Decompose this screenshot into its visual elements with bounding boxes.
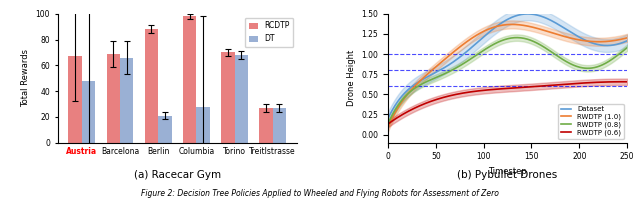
Dataset [385,116,392,118]
RWDTP (1.0) [508,23,516,26]
RWDTP (1.0) [602,40,609,43]
RWDTP (0.8) [527,39,535,42]
Line: RWDTP (1.0): RWDTP (1.0) [388,24,627,128]
RWDTP (0.6) [618,81,626,83]
RWDTP (0.6) [531,85,538,88]
Bar [273,108,286,143]
RWDTP (1.0) [623,37,631,39]
RWDTP (1.0) [527,26,534,28]
RWDTP (0.8) [527,39,534,41]
Legend: Dataset, RWDTP (1.0), RWDTP (0.8), RWDTP (0.6): Dataset, RWDTP (1.0), RWDTP (0.8), RWDTP… [558,104,624,139]
Y-axis label: Drone Height: Drone Height [347,50,356,106]
Bar [259,108,273,143]
Legend: RCDTP, DT: RCDTP, DT [245,18,293,47]
RWDTP (0.8) [385,121,392,124]
Bar [145,29,158,143]
RWDTP (0.6) [623,81,631,83]
RWDTP (0.6) [385,122,392,125]
Dataset [602,44,609,47]
Line: Dataset: Dataset [388,14,627,119]
RWDTP (1.0) [527,26,535,28]
Bar [234,55,248,143]
RWDTP (1.0) [586,40,594,43]
RWDTP (0.6) [525,86,533,88]
Dataset [384,117,392,120]
Text: (b) Pybullet Drones: (b) Pybullet Drones [458,170,557,180]
RWDTP (1.0) [531,27,539,29]
Line: RWDTP (0.8): RWDTP (0.8) [388,38,627,124]
Dataset [586,41,594,44]
Bar [183,16,196,143]
RWDTP (0.8) [623,47,631,49]
RWDTP (0.8) [513,36,520,39]
RWDTP (0.8) [586,67,594,69]
Bar [120,58,133,143]
RWDTP (0.6) [601,81,609,83]
Y-axis label: Total Rewards: Total Rewards [21,49,30,107]
Dataset [524,13,532,15]
Bar [221,52,234,143]
RWDTP (0.6) [384,123,392,125]
RWDTP (1.0) [385,125,392,127]
Dataset [527,13,535,15]
Bar [68,56,82,143]
RWDTP (1.0) [384,126,392,129]
Bar [107,54,120,143]
Text: Figure 2: Decision Tree Policies Applied to Wheeled and Flying Robots for Assess: Figure 2: Decision Tree Policies Applied… [141,189,499,198]
Bar [196,107,210,143]
Text: (a) Racecar Gym: (a) Racecar Gym [134,170,221,180]
Dataset [531,13,539,16]
RWDTP (0.6) [527,86,534,88]
X-axis label: Timestep: Timestep [488,167,527,176]
Dataset [527,13,534,15]
RWDTP (0.6) [586,81,593,84]
Line: RWDTP (0.6): RWDTP (0.6) [388,82,627,124]
Dataset [623,40,631,42]
Bar [158,115,172,143]
Bar [82,81,95,143]
RWDTP (0.8) [384,123,392,125]
RWDTP (0.8) [531,41,539,43]
RWDTP (0.8) [602,62,609,64]
